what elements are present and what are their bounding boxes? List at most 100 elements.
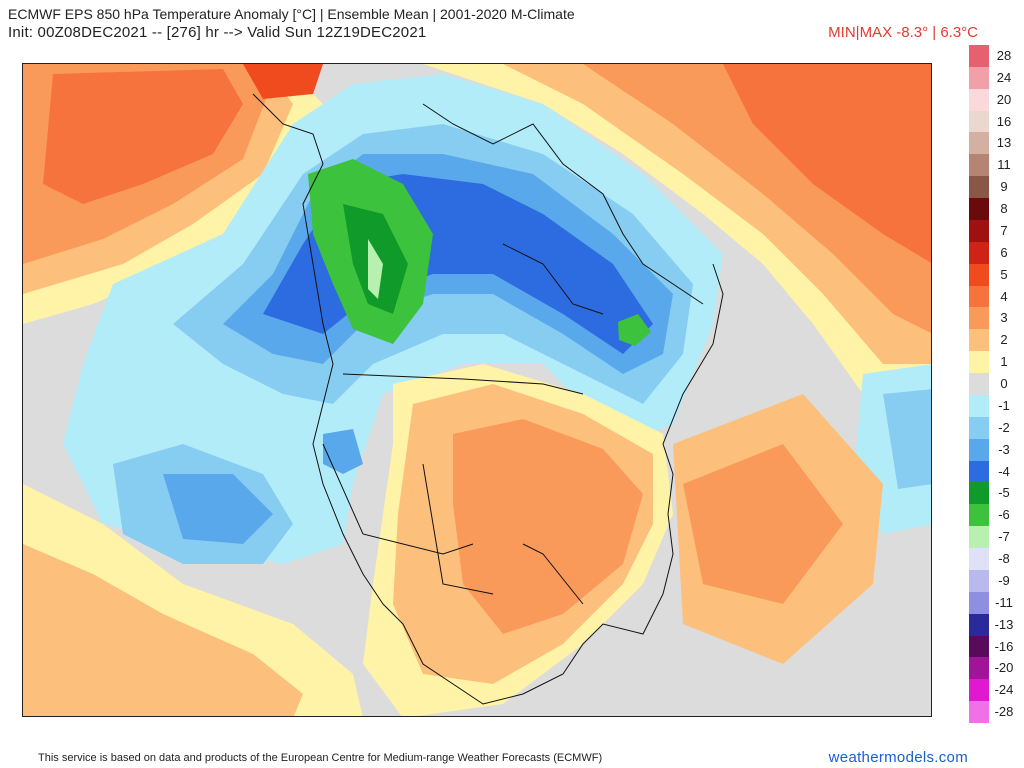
legend-row: -4 — [969, 460, 1017, 483]
anomaly-map — [22, 63, 932, 717]
anomaly-region-cold-7 — [368, 239, 383, 299]
legend-row: 9 — [969, 176, 1017, 199]
legend-row: 6 — [969, 241, 1017, 264]
legend-swatch — [969, 569, 989, 592]
legend-swatch — [969, 307, 989, 330]
legend-swatch — [969, 176, 989, 199]
legend-swatch — [969, 132, 989, 155]
legend-label: -2 — [998, 419, 1010, 435]
legend-label: -28 — [994, 704, 1014, 720]
legend-label: 0 — [1000, 376, 1008, 392]
legend-label: 5 — [1000, 266, 1008, 282]
legend-label: 9 — [1000, 179, 1008, 195]
min-max-readout: MIN|MAX -8.3° | 6.3°C — [828, 24, 978, 41]
legend-label: 13 — [996, 135, 1012, 151]
legend-label: -9 — [998, 572, 1010, 588]
anomaly-map-canvas — [23, 64, 931, 716]
chart-title: ECMWF EPS 850 hPa Temperature Anomaly [°… — [8, 6, 575, 22]
legend-label: 2 — [1000, 332, 1008, 348]
legend-swatch — [969, 110, 989, 133]
legend-row: 3 — [969, 307, 1017, 330]
legend-label: -1 — [998, 397, 1010, 413]
legend-row: 2 — [969, 329, 1017, 352]
legend-swatch — [969, 373, 989, 395]
legend-swatch — [969, 241, 989, 264]
legend-row: 7 — [969, 219, 1017, 242]
legend-swatch — [969, 635, 989, 658]
anomaly-region-warm-sw-2 — [23, 544, 303, 716]
legend-swatch — [969, 198, 989, 220]
legend-swatch — [969, 548, 989, 570]
legend-label: 24 — [996, 69, 1012, 85]
legend-swatch — [969, 285, 989, 308]
anomaly-region-warm-atlantic-2 — [683, 444, 843, 604]
legend-swatch — [969, 351, 989, 374]
brand-link[interactable]: weathermodels.com — [828, 749, 968, 766]
legend-row: -20 — [969, 657, 1017, 680]
legend-row: 20 — [969, 88, 1017, 111]
legend-row: 1 — [969, 351, 1017, 374]
legend-swatch — [969, 504, 989, 527]
legend-label: -7 — [998, 529, 1010, 545]
legend-label: 20 — [996, 91, 1012, 107]
coastlines — [252, 93, 724, 705]
legend-row: 13 — [969, 132, 1017, 155]
legend-label: -13 — [994, 616, 1014, 632]
legend-row: -3 — [969, 438, 1017, 461]
legend-row: 11 — [969, 154, 1017, 177]
legend-row: -11 — [969, 591, 1017, 614]
legend-swatch — [969, 329, 989, 352]
legend-label: -20 — [994, 660, 1014, 676]
legend-row: -1 — [969, 394, 1017, 417]
legend-label: -8 — [998, 551, 1010, 567]
anomaly-region-cold-basin — [323, 429, 363, 474]
legend-label: 1 — [1000, 354, 1008, 370]
legend-swatch — [969, 219, 989, 242]
legend-row: -24 — [969, 679, 1017, 702]
legend-row: -6 — [969, 504, 1017, 527]
legend-label: -5 — [998, 485, 1010, 501]
legend-swatch — [969, 482, 989, 505]
legend-row: 0 — [969, 373, 1017, 395]
legend-swatch — [969, 394, 989, 417]
legend-row: 4 — [969, 285, 1017, 308]
legend-swatch — [969, 613, 989, 636]
legend-label: 11 — [997, 157, 1011, 173]
legend-label: 28 — [996, 48, 1012, 63]
legend-label: 8 — [1000, 201, 1008, 217]
legend-row: 24 — [969, 66, 1017, 89]
anomaly-region-cold-pacific-2 — [163, 474, 273, 544]
legend-label: -4 — [998, 463, 1010, 479]
legend-row: -13 — [969, 613, 1017, 636]
legend-swatch — [969, 701, 989, 723]
legend-row: -8 — [969, 548, 1017, 570]
legend-swatch — [969, 154, 989, 177]
anomaly-region-warm-ne-4 — [723, 64, 931, 263]
legend-label: -3 — [998, 441, 1010, 457]
legend-row: -7 — [969, 526, 1017, 549]
legend-swatch — [969, 438, 989, 461]
legend-swatch — [969, 591, 989, 614]
legend-swatch — [969, 88, 989, 111]
legend-swatch — [969, 657, 989, 680]
legend-row: -28 — [969, 701, 1017, 723]
legend-swatch — [969, 526, 989, 549]
legend-row: -5 — [969, 482, 1017, 505]
legend-row: -9 — [969, 569, 1017, 592]
legend-row: 16 — [969, 110, 1017, 133]
legend-swatch — [969, 416, 989, 439]
anomaly-region-warm-nw-5 — [243, 64, 323, 99]
legend-label: -16 — [994, 638, 1014, 654]
color-legend: 28 24 20 16 13 11 9 8 7 6 5 4 3 2 1 0 -1 -2 -3 -4 -5 -6 -7 -8 -9… — [969, 45, 1017, 723]
anomaly-region-cold-atlantic-2 — [883, 389, 931, 489]
legend-label: -24 — [994, 682, 1014, 698]
anomaly-region-warm-us-3 — [453, 419, 643, 634]
ecmwf-credit: This service is based on data and produc… — [38, 752, 603, 764]
legend-row: 8 — [969, 198, 1017, 220]
legend-label: -6 — [998, 507, 1010, 523]
anomaly-region-cold-quebec — [618, 314, 651, 346]
legend-label: 6 — [1000, 244, 1008, 260]
legend-label: 4 — [1000, 288, 1008, 304]
legend-swatch — [969, 460, 989, 483]
legend-row: -16 — [969, 635, 1017, 658]
